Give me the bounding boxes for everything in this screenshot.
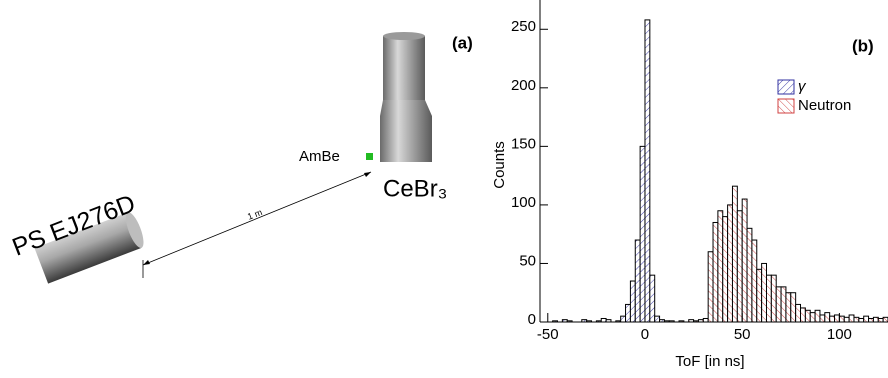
x-tick-label: 100: [827, 326, 852, 343]
y-tick-label: 0: [528, 311, 536, 328]
histogram-bar: [780, 286, 787, 322]
source-marker: [366, 153, 373, 160]
histogram-bar: [717, 210, 724, 322]
x-tick-label: 50: [734, 326, 751, 343]
histogram-bar: [649, 274, 656, 322]
histogram-bar: [829, 315, 836, 322]
histogram-bar: [795, 303, 802, 322]
y-tick-label: 150: [511, 135, 536, 152]
histogram-bar: [736, 210, 743, 322]
panel-label: (b): [852, 36, 874, 55]
panel-label: (a): [452, 33, 473, 52]
legend-swatch: [777, 98, 795, 114]
histogram-bar: [722, 216, 729, 322]
histogram-bar: [848, 314, 855, 322]
legend-label: γ: [798, 78, 807, 95]
x-tick-label: -50: [537, 326, 559, 343]
histogram-bar: [785, 292, 792, 322]
histogram-bar: [853, 316, 860, 322]
histogram-bar: [756, 268, 763, 322]
histogram-bar: [678, 320, 685, 322]
x-tick-label: 0: [641, 326, 649, 343]
distance-label: 1 m: [246, 207, 264, 222]
x-axis-label: ToF [in ns]: [675, 353, 744, 370]
y-tick-label: 100: [511, 194, 536, 211]
histogram-bar: [809, 312, 816, 322]
histogram-bar: [746, 227, 753, 322]
histogram-bar: [634, 239, 641, 322]
distance-arrow: [142, 171, 372, 266]
detector-label: CeBr₃: [383, 175, 447, 202]
histogram-bar: [775, 286, 782, 322]
histogram-bar: [834, 314, 840, 322]
histogram-bar: [751, 239, 758, 322]
plot-area: [552, 19, 888, 322]
histogram-bar: [858, 317, 865, 322]
histogram-bar: [654, 315, 661, 322]
legend-label: Neutron: [798, 97, 851, 114]
histogram-bar: [800, 307, 806, 322]
histogram-bar: [804, 309, 811, 322]
histogram-bar: [877, 317, 884, 322]
histogram-bar: [668, 320, 675, 322]
histogram-bar: [790, 292, 797, 322]
histogram-bar: [629, 280, 636, 322]
histogram-bar: [761, 262, 767, 322]
histogram-bar: [872, 316, 879, 322]
histogram-bar: [625, 303, 631, 322]
source-label: AmBe: [299, 148, 340, 165]
histogram-bar: [712, 221, 719, 322]
histogram-bar: [586, 320, 593, 322]
histogram-bar: [863, 315, 870, 322]
histogram-bar: [707, 251, 714, 322]
histogram-bar: [882, 316, 888, 322]
cebr3-detector: [380, 32, 432, 162]
histogram-bar: [770, 274, 777, 322]
histogram-bar: [765, 274, 772, 322]
histogram-bar: [819, 314, 826, 322]
histogram-bar: [727, 204, 733, 322]
histogram-bar: [644, 19, 651, 322]
histogram-bar: [824, 312, 831, 322]
y-tick-label: 250: [511, 18, 536, 35]
histogram-bar: [566, 320, 573, 322]
histogram-bar: [731, 185, 738, 322]
y-tick-label: 200: [511, 77, 536, 94]
y-axis-label: Counts: [491, 141, 508, 189]
histogram-bar: [620, 315, 627, 322]
histogram-bar: [814, 309, 821, 322]
y-tick-label: 50: [519, 252, 536, 269]
histogram-bar: [838, 315, 845, 322]
ps-detector: [34, 212, 144, 284]
histogram-bar: [702, 317, 709, 322]
histogram-bar: [868, 317, 874, 322]
histogram-bar: [639, 145, 646, 322]
legend-swatch: [777, 79, 795, 95]
histogram-bar: [843, 316, 850, 322]
histogram-bar: [741, 198, 748, 322]
histogram-bar: [552, 320, 558, 322]
histogram-bar: [600, 317, 607, 322]
